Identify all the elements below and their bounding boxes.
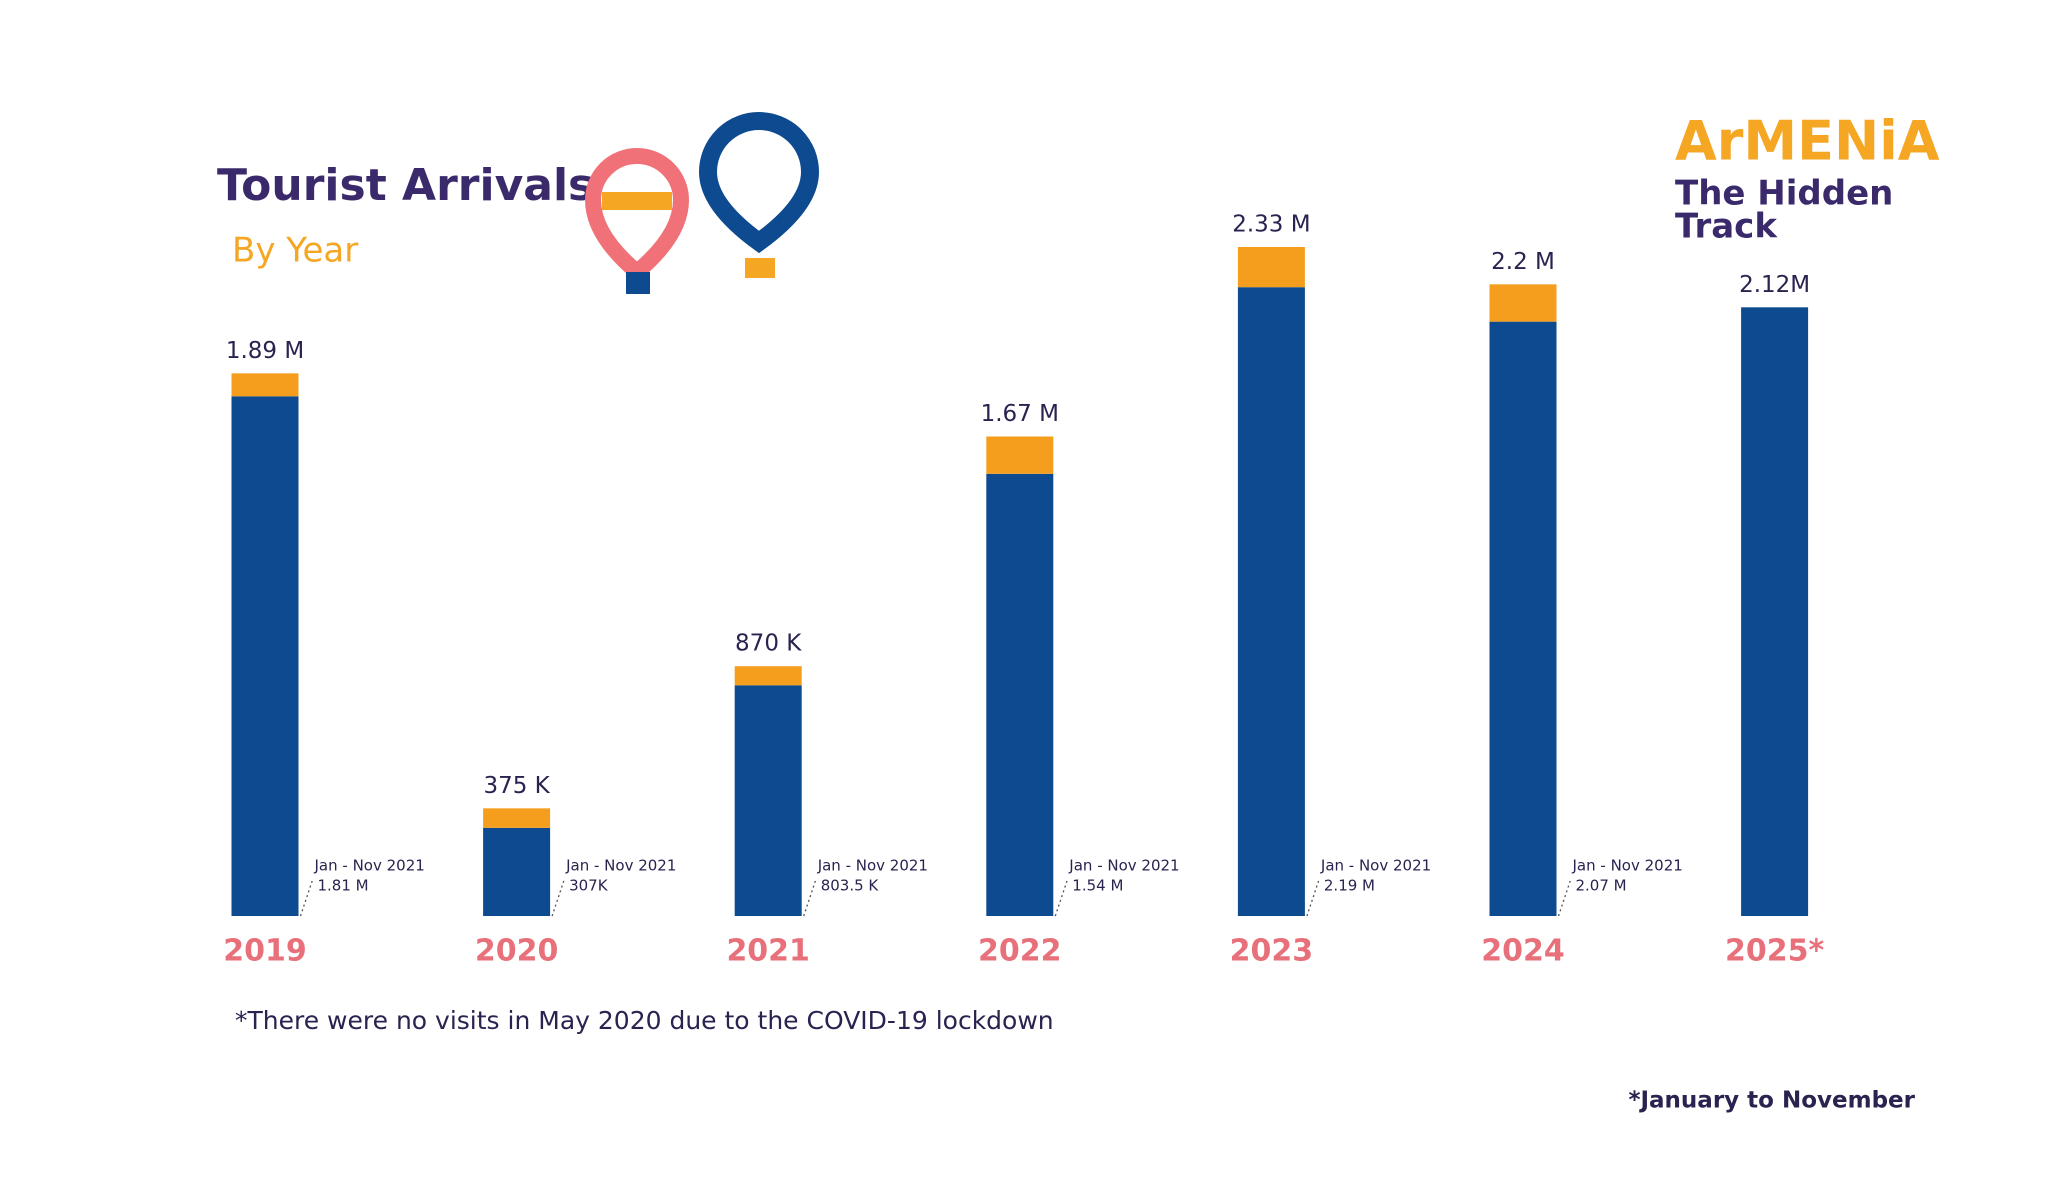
bar-segment — [231, 373, 299, 397]
leader-line — [1557, 879, 1572, 917]
bar-segment — [986, 436, 1054, 474]
x-tick-label: 2019 — [223, 934, 307, 969]
pink-balloon — [584, 148, 690, 283]
brand: ArMENiA — [1675, 110, 1940, 173]
total-label: 375 K — [483, 773, 550, 799]
value-label: 1.54 M — [1072, 877, 1123, 895]
bar-segment — [1489, 321, 1557, 917]
x-tick-label: 2021 — [726, 934, 810, 969]
total-label: 1.67 M — [981, 401, 1059, 427]
tagline: Track — [1675, 207, 1778, 247]
balloon-basket — [745, 258, 775, 278]
leader-line — [803, 879, 817, 917]
footnote: *There were no visits in May 2020 due to… — [235, 1006, 1054, 1035]
balloon-basket — [626, 272, 650, 294]
leader-line — [551, 879, 565, 917]
period-label: Jan - Nov 2021 — [1068, 857, 1179, 875]
total-label: 870 K — [735, 631, 802, 657]
bar-segment — [483, 808, 551, 828]
bar-segment — [734, 666, 802, 686]
period-label: Jan - Nov 2021 — [1572, 857, 1683, 875]
period-label: Jan - Nov 2021 — [817, 857, 928, 875]
bar-segment — [1489, 284, 1557, 322]
leader-line — [299, 879, 314, 917]
chart-subtitle: By Year — [232, 231, 358, 271]
value-label: 1.81 M — [318, 877, 369, 895]
x-tick-label: 2024 — [1481, 934, 1565, 969]
balloon-band — [602, 192, 672, 210]
x-tick-label: 2022 — [978, 934, 1062, 969]
note: *January to November — [1628, 1088, 1915, 1114]
value-label: 2.07 M — [1576, 877, 1627, 895]
bar-segment — [1237, 287, 1305, 917]
bar-segment — [1741, 307, 1809, 916]
balloon-decoration — [584, 112, 820, 294]
period-label: Jan - Nov 2021 — [565, 857, 676, 875]
bar-segment — [734, 685, 802, 916]
value-label: 307K — [569, 877, 609, 895]
leader-line — [1054, 879, 1068, 917]
total-label: 2.12M — [1739, 272, 1810, 298]
leader-line — [1306, 879, 1320, 917]
value-label: 2.19 M — [1324, 877, 1375, 895]
chart-title: Tourist Arrivals — [217, 160, 594, 211]
bar-segment — [986, 473, 1054, 916]
tagline: The Hidden — [1675, 174, 1893, 214]
total-label: 2.2 M — [1491, 249, 1555, 275]
bar-segment — [483, 827, 551, 916]
total-label: 1.89 M — [226, 338, 304, 364]
value-label: 803.5 K — [821, 877, 880, 895]
total-label: 2.33 M — [1232, 212, 1310, 238]
x-tick-label: 2020 — [475, 934, 559, 969]
bar-segment — [231, 396, 299, 917]
bar-segment — [1237, 247, 1305, 288]
period-label: Jan - Nov 2021 — [1320, 857, 1431, 875]
x-tick-label: 2023 — [1230, 934, 1314, 969]
period-label: Jan - Nov 2021 — [314, 857, 425, 875]
blue-balloon — [698, 112, 820, 254]
x-tick-label: 2025* — [1725, 934, 1824, 969]
